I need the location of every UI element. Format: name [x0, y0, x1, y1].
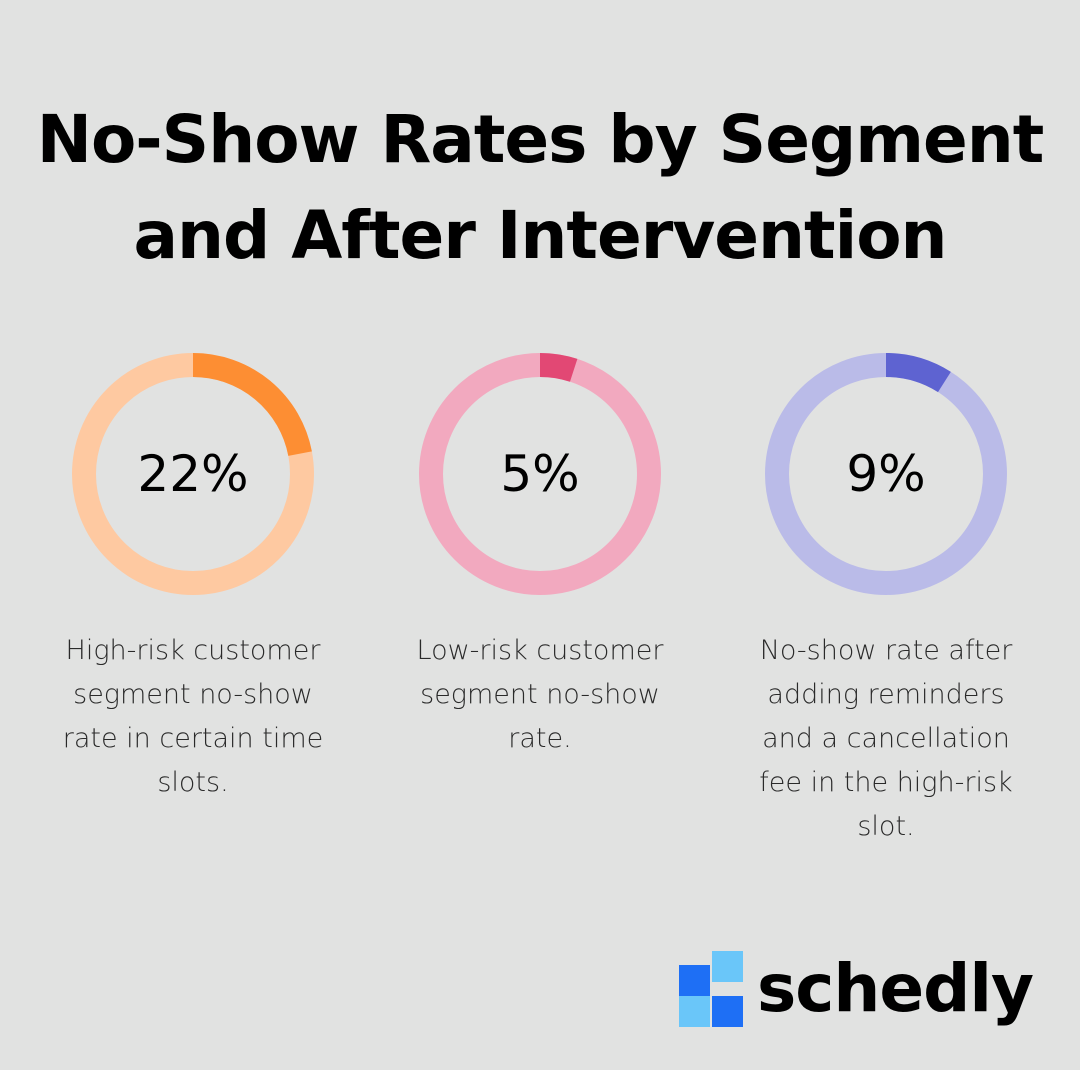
donut-fill	[765, 353, 1007, 595]
donut-chart-low-risk	[419, 353, 661, 595]
stat-value: 9%	[846, 445, 926, 503]
stat-description: Low-risk customer segment no-show rate.	[416, 635, 664, 754]
brand-logo: schedly	[679, 950, 1034, 1028]
stat-description: High-risk customer segment no-show rate …	[62, 635, 324, 798]
stat-value: 22%	[137, 445, 249, 503]
donut-chart-after-intervention	[765, 353, 1007, 595]
blue-squares-logo-icon	[679, 951, 743, 1027]
donut-fill	[419, 353, 661, 595]
chart-title: No-Show Rates by Segment and After Inter…	[36, 101, 1045, 274]
donut-chart-high-risk	[72, 353, 314, 595]
brand-name: schedly	[757, 950, 1034, 1027]
stat-low-risk: 5% Low-risk customer segment no-show rat…	[390, 353, 690, 761]
stat-description: No-show rate after adding reminders and …	[759, 635, 1013, 842]
stat-after-intervention: 9% No-show rate after adding reminders a…	[736, 353, 1036, 849]
stat-high-risk: 22% High-risk customer segment no-show r…	[43, 353, 343, 805]
donut-fill	[72, 353, 314, 595]
stat-value: 5%	[500, 445, 580, 503]
